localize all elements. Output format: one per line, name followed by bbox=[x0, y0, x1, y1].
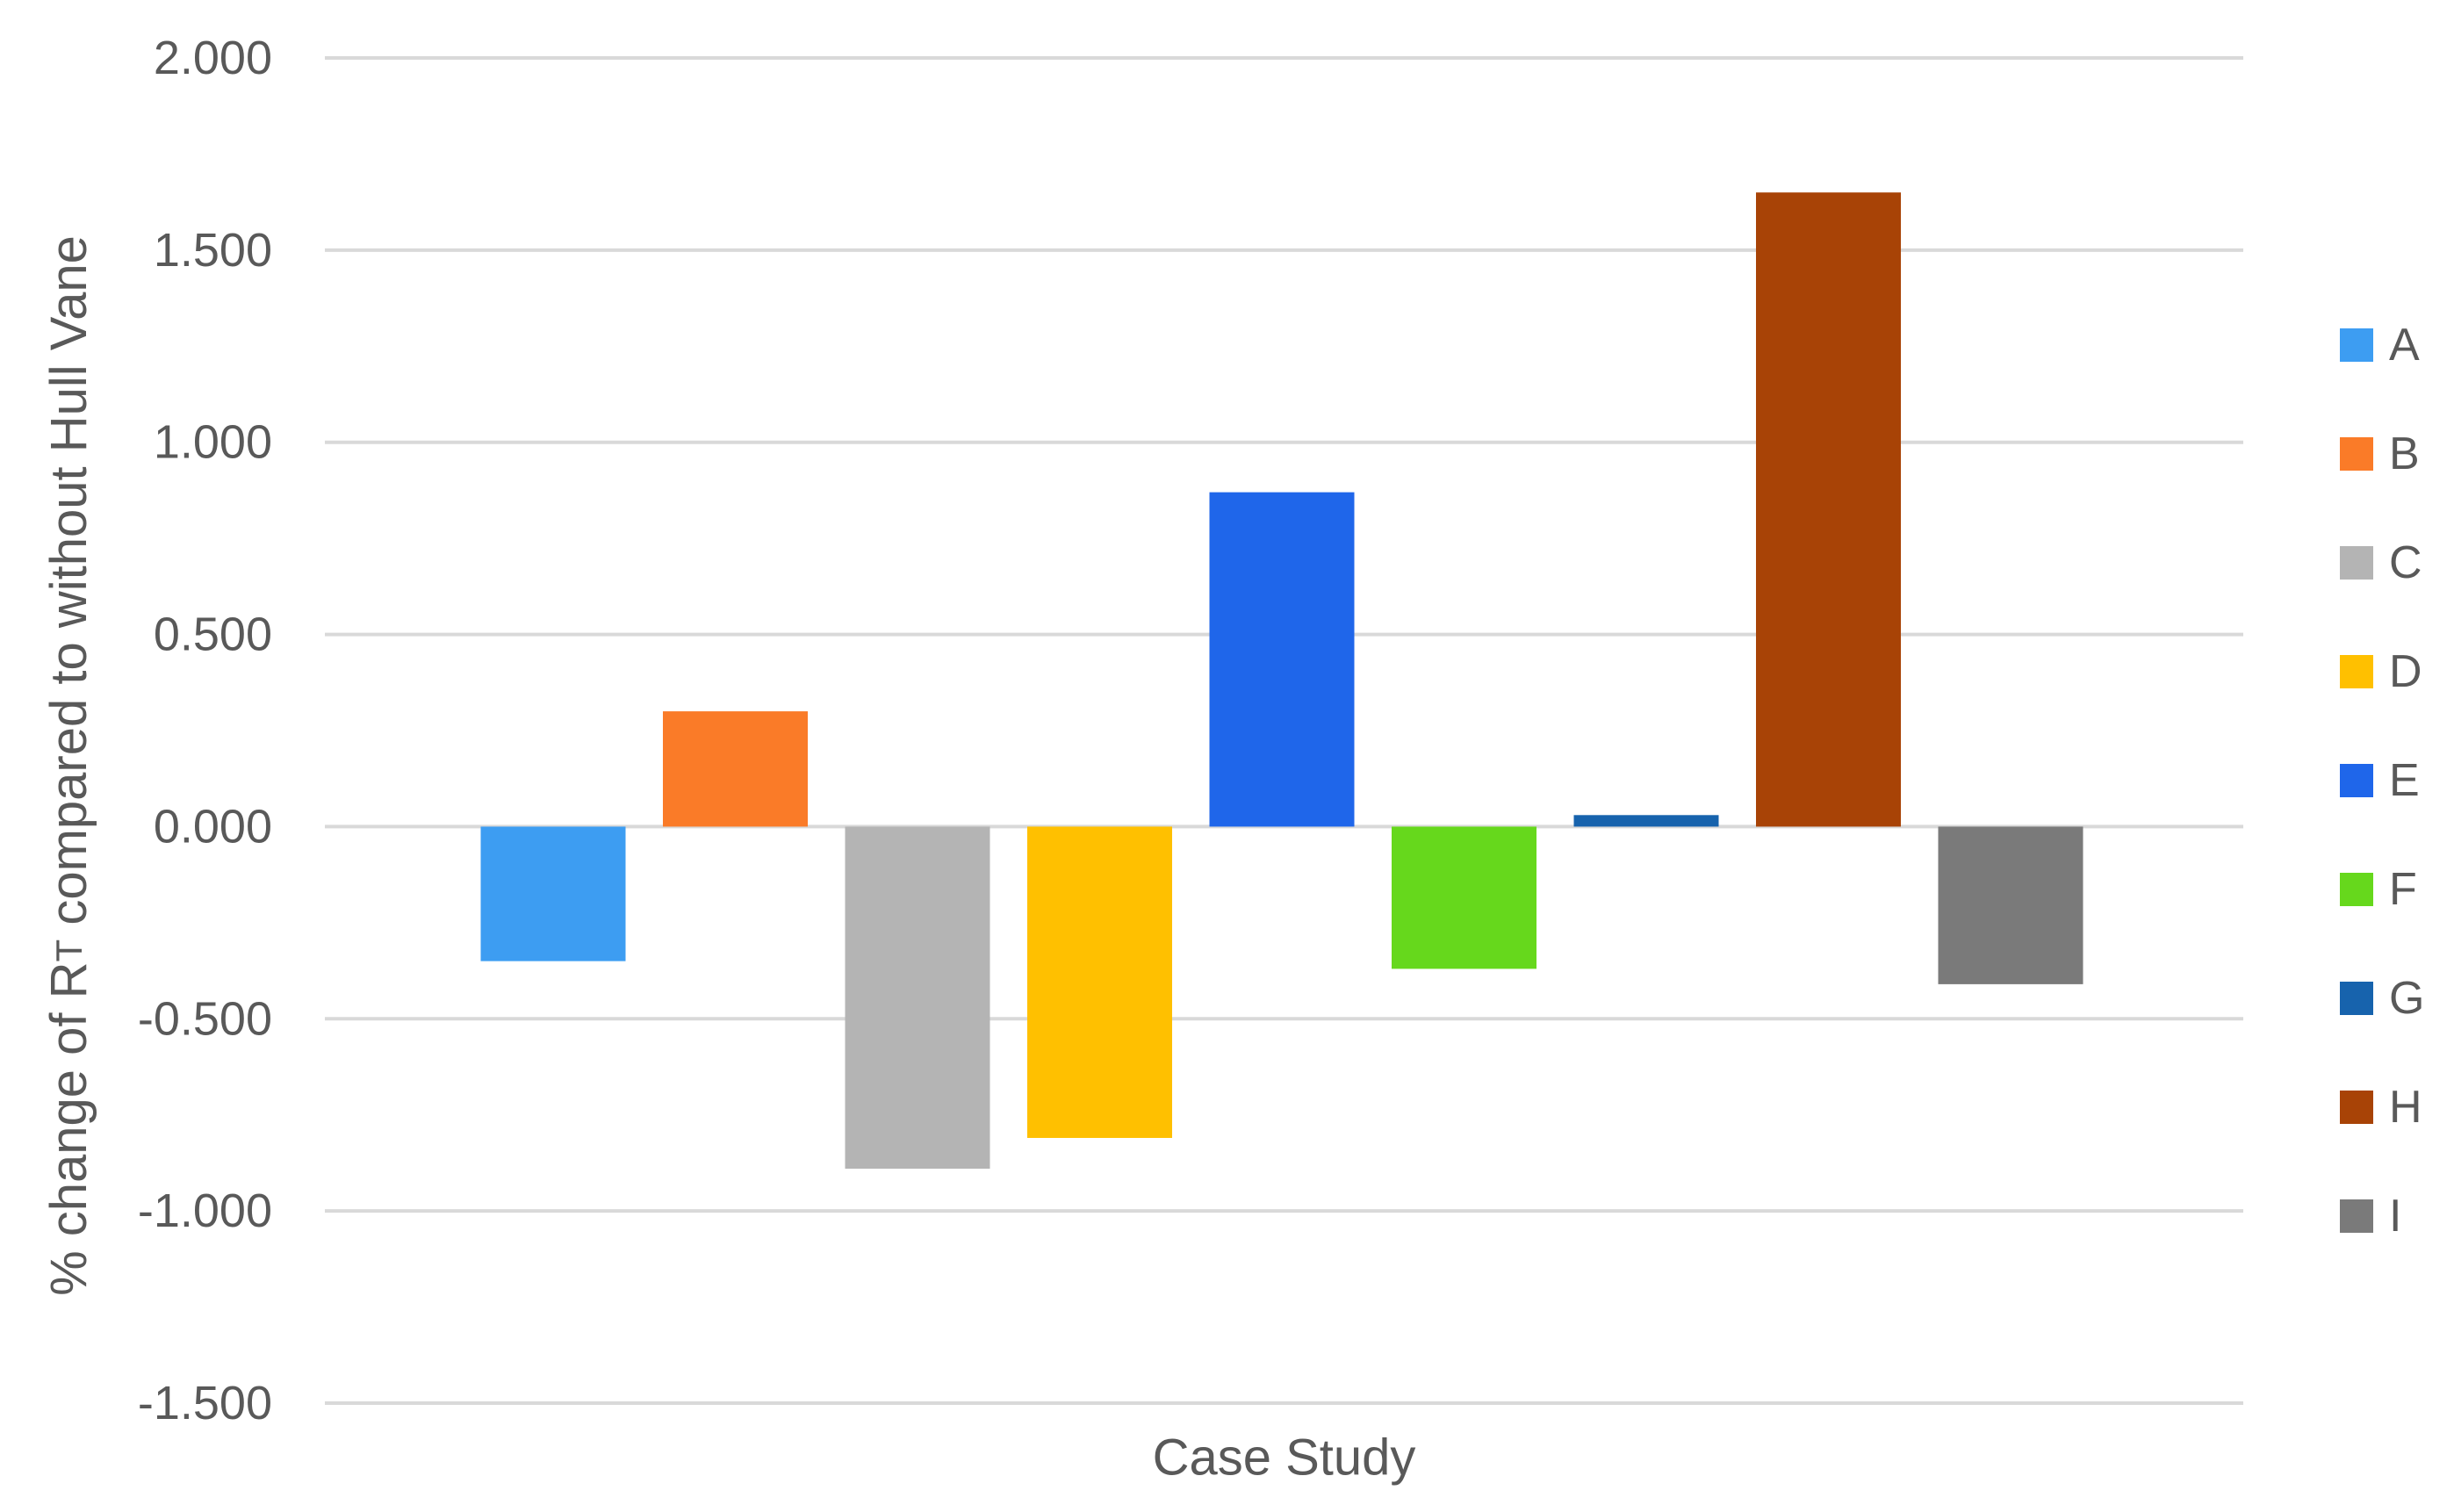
legend-swatch bbox=[2340, 982, 2373, 1015]
y-tick-label: -1.000 bbox=[138, 1184, 272, 1237]
legend: A B C D E F G H I bbox=[2340, 320, 2424, 1242]
y-axis-label-part-1: % change of R bbox=[40, 961, 97, 1295]
y-tick-label: 0.500 bbox=[154, 608, 272, 661]
legend-label: F bbox=[2389, 864, 2417, 915]
legend-swatch bbox=[2340, 1199, 2373, 1233]
legend-swatch bbox=[2340, 873, 2373, 906]
y-tick-label: 0.000 bbox=[154, 800, 272, 853]
bar-i bbox=[1938, 826, 2083, 984]
legend-item-d: D bbox=[2340, 646, 2422, 697]
y-axis-label-part-2: compared to without Hull Vane bbox=[40, 235, 97, 940]
y-tick-label: 1.000 bbox=[154, 416, 272, 469]
legend-swatch bbox=[2340, 546, 2373, 580]
legend-swatch bbox=[2340, 655, 2373, 688]
bar-c bbox=[845, 826, 990, 1169]
bar-a bbox=[480, 826, 626, 961]
legend-item-a: A bbox=[2340, 320, 2420, 371]
bar-g bbox=[1573, 815, 1719, 827]
legend-label: E bbox=[2389, 755, 2420, 806]
bar-h bbox=[1756, 192, 1901, 827]
bar-f bbox=[1392, 826, 1536, 969]
y-tick-label: 2.000 bbox=[154, 32, 272, 84]
legend-item-b: B bbox=[2340, 428, 2420, 479]
y-tick-label: 1.500 bbox=[154, 224, 272, 277]
legend-swatch bbox=[2340, 328, 2373, 362]
legend-label: D bbox=[2389, 646, 2422, 697]
bars bbox=[480, 192, 2083, 1169]
legend-label: C bbox=[2389, 537, 2422, 588]
legend-label: A bbox=[2389, 320, 2420, 371]
legend-label: H bbox=[2389, 1082, 2422, 1133]
legend-item-c: C bbox=[2340, 537, 2422, 588]
legend-item-h: H bbox=[2340, 1082, 2422, 1133]
legend-item-f: F bbox=[2340, 864, 2417, 915]
legend-label: G bbox=[2389, 973, 2424, 1024]
bar-e bbox=[1209, 492, 1355, 827]
bar-d bbox=[1027, 826, 1172, 1138]
y-tick-label: -0.500 bbox=[138, 992, 272, 1045]
legend-item-g: G bbox=[2340, 973, 2424, 1024]
legend-swatch bbox=[2340, 1091, 2373, 1124]
y-axis-label-subscript: T bbox=[48, 940, 90, 962]
y-axis-ticks: 2.000 1.500 1.000 0.500 0.000 -0.500 -1.000 -1.… bbox=[138, 32, 272, 1429]
y-tick-label: -1.500 bbox=[138, 1377, 272, 1429]
legend-swatch bbox=[2340, 437, 2373, 471]
legend-item-e: E bbox=[2340, 755, 2420, 806]
bar-b bbox=[663, 711, 808, 827]
legend-swatch bbox=[2340, 764, 2373, 797]
legend-item-i: I bbox=[2340, 1191, 2401, 1242]
x-axis-label: Case Study bbox=[1153, 1429, 1416, 1487]
legend-label: I bbox=[2389, 1191, 2401, 1242]
legend-label: B bbox=[2389, 428, 2420, 479]
y-axis-label: % change of RT compared to without Hull … bbox=[40, 235, 97, 1296]
